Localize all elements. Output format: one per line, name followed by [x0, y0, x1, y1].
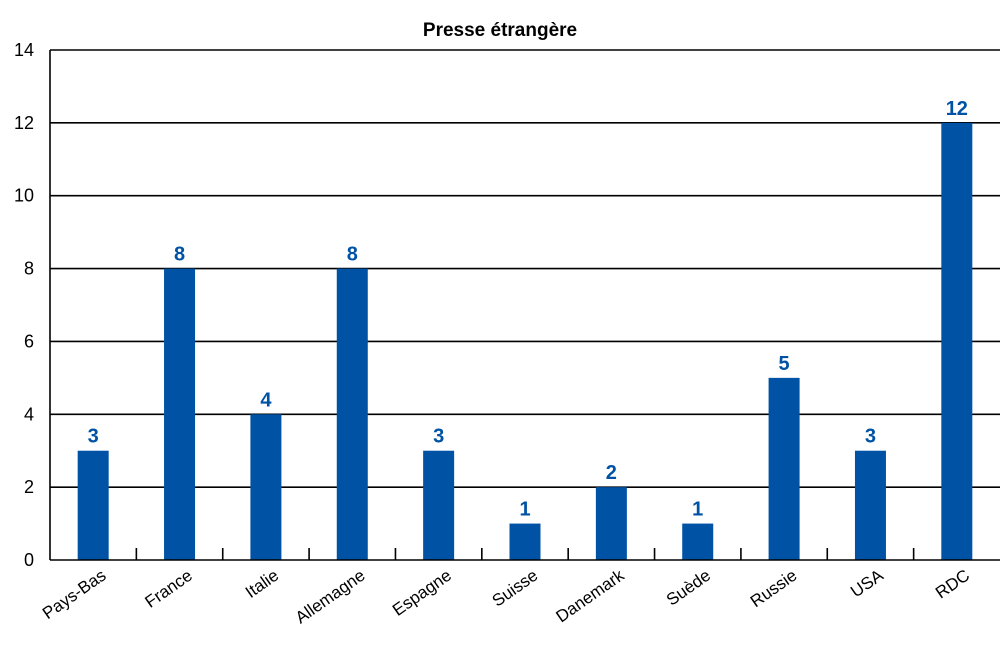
- x-tick-label: USA: [847, 565, 887, 601]
- x-tick-label: Suisse: [489, 566, 542, 611]
- x-tick-label: Danemark: [553, 565, 629, 626]
- x-tick-label: Russie: [747, 566, 800, 611]
- x-tick-label: Allemagne: [292, 566, 369, 628]
- x-axis-ticks: Pays-Bas France Italie Allemagne Espagne Suis…: [39, 565, 973, 627]
- bar-usa: [854, 450, 886, 560]
- bar-rdc: [941, 122, 973, 560]
- x-tick-label: RDC: [932, 566, 973, 603]
- data-label: 1: [692, 499, 703, 521]
- y-tick-label: 14: [14, 40, 34, 60]
- data-label: 3: [88, 426, 99, 448]
- x-tick-label: Pays-Bas: [39, 566, 109, 623]
- bar-allemagne: [336, 268, 368, 560]
- y-tick-label: 4: [24, 404, 34, 424]
- data-label: 8: [174, 244, 185, 266]
- y-axis-ticks: 0 2 4 6 8 10 12 14: [14, 40, 34, 570]
- data-label: 1: [519, 499, 530, 521]
- y-tick-label: 10: [14, 186, 34, 206]
- bar-suisse: [509, 523, 541, 560]
- data-label: 12: [946, 98, 968, 120]
- axes: [49, 50, 1000, 561]
- y-tick-label: 6: [24, 331, 34, 351]
- data-label: 3: [865, 426, 876, 448]
- data-label: 4: [260, 389, 272, 411]
- bar-italie: [250, 414, 282, 560]
- bars: [77, 122, 973, 560]
- y-tick-label: 12: [14, 113, 34, 133]
- bar-pays-bas: [77, 450, 109, 560]
- bar-suède: [682, 523, 714, 560]
- y-tick-label: 8: [24, 259, 34, 279]
- data-label: 8: [347, 244, 358, 266]
- x-tick-label: Italie: [242, 566, 282, 602]
- x-tick-label: Espagne: [389, 566, 455, 620]
- grid-lines: [50, 49, 1000, 488]
- bar-espagne: [423, 450, 455, 560]
- y-tick-label: 2: [24, 477, 34, 497]
- x-tick-label: Suède: [663, 566, 714, 610]
- bar-russie: [768, 377, 800, 560]
- bar-france: [164, 268, 196, 560]
- chart-title: Presse étrangère: [423, 20, 577, 41]
- x-tick-label: France: [142, 566, 196, 612]
- y-tick-label: 0: [24, 550, 34, 570]
- data-label: 3: [433, 426, 444, 448]
- data-label: 5: [779, 353, 790, 375]
- data-label: 2: [606, 462, 617, 484]
- bar-danemark: [595, 487, 627, 560]
